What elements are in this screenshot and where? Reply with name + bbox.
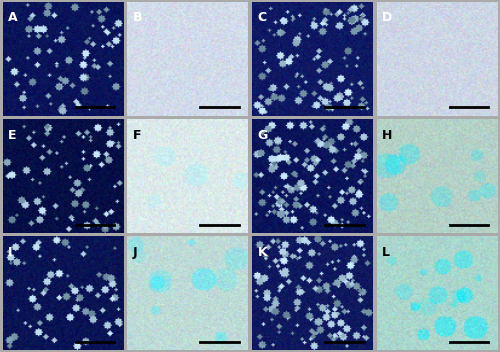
Text: D: D xyxy=(382,12,392,25)
Text: F: F xyxy=(132,128,141,142)
Text: I: I xyxy=(8,246,12,259)
Text: J: J xyxy=(132,246,138,259)
Text: B: B xyxy=(132,12,142,25)
Text: A: A xyxy=(8,12,18,25)
Text: E: E xyxy=(8,128,16,142)
Text: H: H xyxy=(382,128,392,142)
Text: C: C xyxy=(258,12,266,25)
Text: G: G xyxy=(258,128,268,142)
Text: K: K xyxy=(258,246,267,259)
Text: L: L xyxy=(382,246,390,259)
